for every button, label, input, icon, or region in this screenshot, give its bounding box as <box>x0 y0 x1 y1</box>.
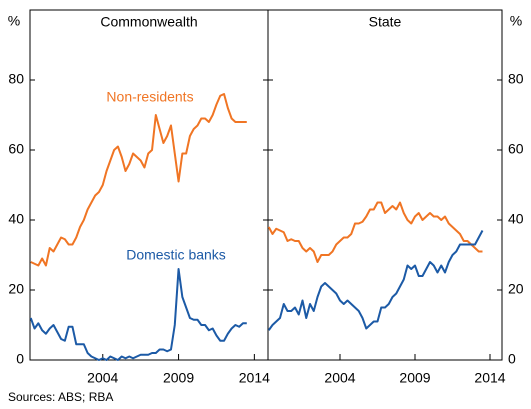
y-tick-label: 0 <box>508 351 516 367</box>
x-tick-label: 2004 <box>324 370 355 386</box>
panel-frame <box>267 9 503 361</box>
series-label: Non-residents <box>106 89 193 105</box>
y-tick-label: 40 <box>8 211 24 227</box>
panel-title: State <box>369 14 402 30</box>
x-tick-label: 2009 <box>399 370 430 386</box>
y-tick-label: 0 <box>16 351 24 367</box>
y-tick-label: 60 <box>508 141 524 157</box>
x-tick-label: 2014 <box>239 370 270 386</box>
x-tick-label: 2014 <box>474 370 505 386</box>
series-line <box>267 230 484 331</box>
x-tick-label: 2004 <box>87 370 118 386</box>
y-tick-label: 20 <box>8 281 24 297</box>
panel-frame <box>29 9 269 361</box>
source-note: Sources: ABS; RBA <box>8 390 113 404</box>
panel-title: Commonwealth <box>100 14 197 30</box>
y-tick-label: 20 <box>508 281 524 297</box>
series-label: Domestic banks <box>126 247 226 263</box>
y-tick-label: 80 <box>508 71 524 87</box>
y-unit: % <box>510 13 522 29</box>
y-unit: % <box>8 13 20 29</box>
y-tick-label: 80 <box>8 71 24 87</box>
y-tick-label: 60 <box>8 141 24 157</box>
series-line <box>30 93 247 267</box>
series-line <box>267 201 483 263</box>
series-line <box>29 268 247 361</box>
y-tick-label: 40 <box>508 211 524 227</box>
x-tick-label: 2009 <box>163 370 194 386</box>
